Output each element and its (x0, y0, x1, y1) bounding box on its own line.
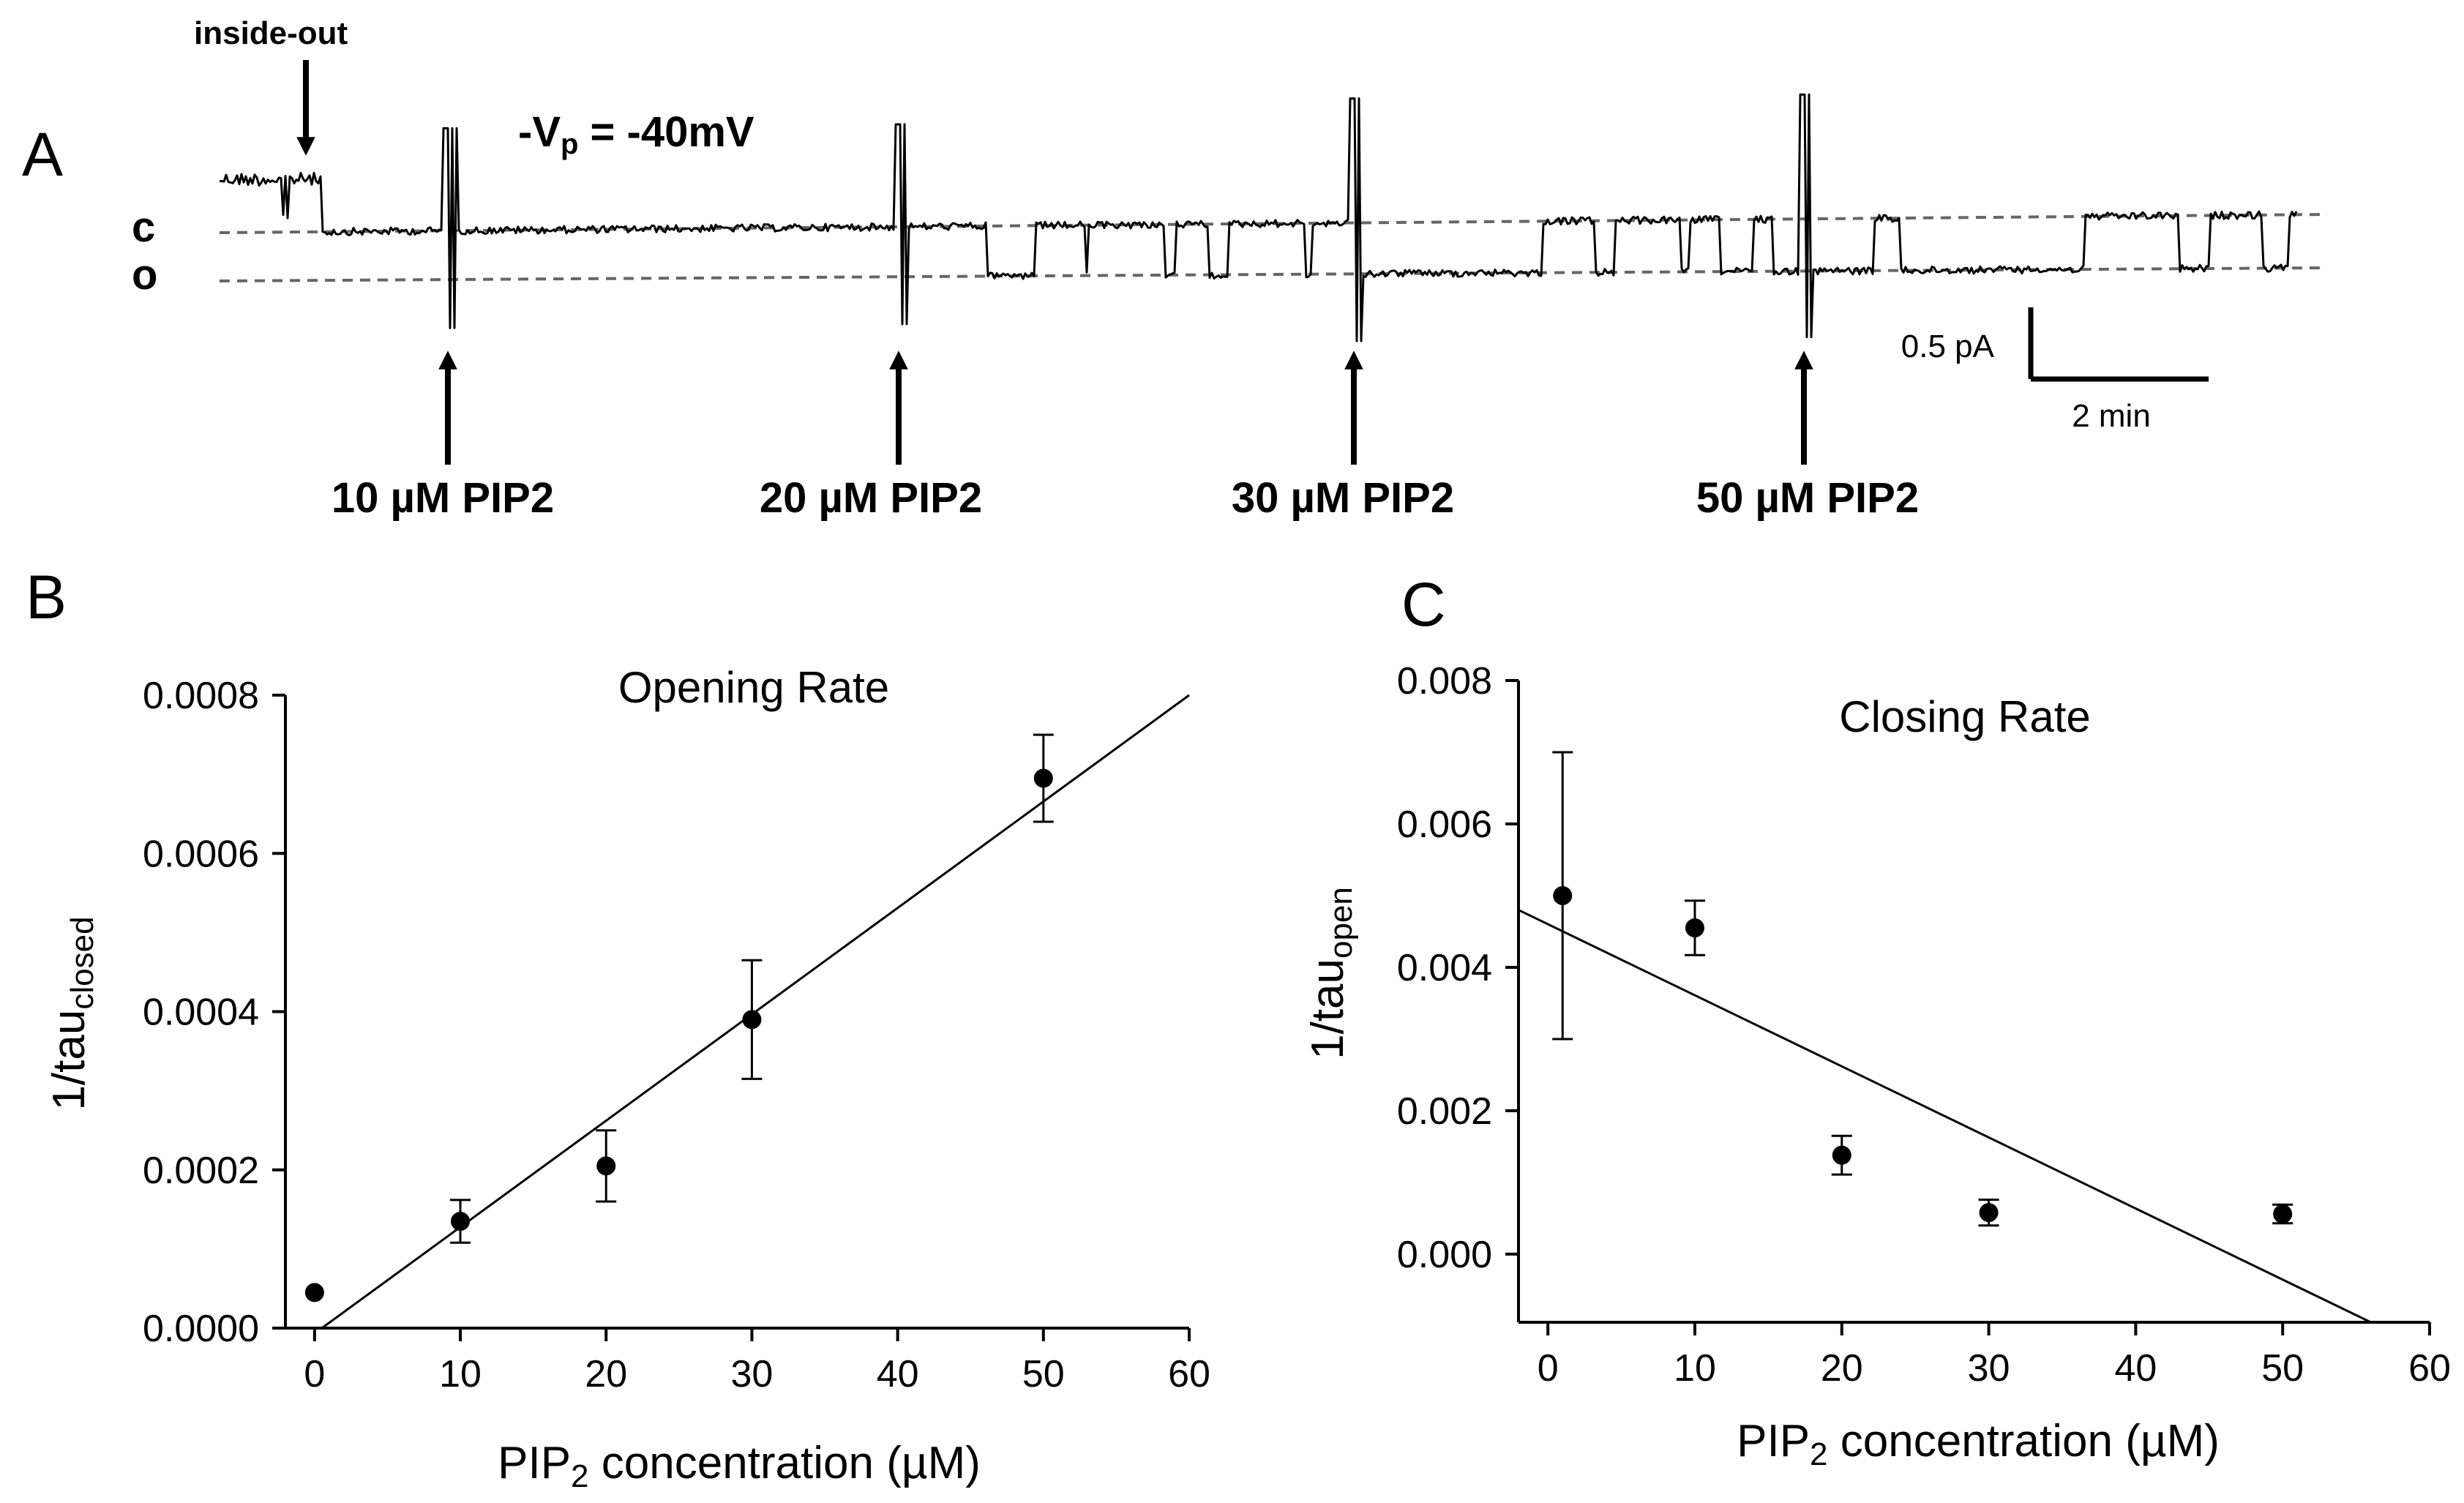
inside-out-label: inside-out (194, 15, 348, 51)
x-tick-label: 60 (1168, 1353, 1210, 1395)
data-point (2273, 1204, 2293, 1224)
x-tick-label: 60 (2408, 1347, 2451, 1390)
y-tick-label: 0.0004 (143, 992, 259, 1034)
panel-a-letter: A (22, 120, 63, 189)
data-marks (1518, 751, 2372, 1324)
fit-line (1518, 909, 2372, 1324)
y-tick-label: 0.0006 (143, 833, 259, 875)
current-trace (219, 93, 2298, 342)
x-tick-label: 40 (2114, 1347, 2157, 1390)
chart-title: Opening Rate (618, 663, 889, 712)
application-label: 20 µM PIP2 (760, 474, 982, 522)
y-tick-label: 0.004 (1397, 947, 1492, 989)
x-tick-label: 10 (439, 1353, 482, 1395)
data-point (596, 1156, 616, 1176)
y-tick-label: 0.0002 (143, 1150, 259, 1192)
x-tick-label: 30 (730, 1353, 773, 1395)
panel-b-letter: B (26, 563, 67, 631)
data-point (304, 1283, 324, 1303)
application-label: 10 µM PIP2 (332, 474, 554, 522)
x-tick-label: 20 (1821, 1347, 1863, 1390)
data-point (1979, 1203, 1999, 1223)
y-tick-label: 0.006 (1397, 803, 1492, 846)
x-tick-label: 10 (1674, 1347, 1716, 1390)
closing-rate-chart: C Closing Rate 0 10 20 30 40 50 60 0.000 0.002 0.… (1303, 570, 2451, 1472)
scale-bar-time: 2 min (2072, 398, 2151, 434)
x-tick-label: 40 (877, 1353, 919, 1395)
application-label: 30 µM PIP2 (1232, 474, 1454, 522)
panel-c-letter: C (1401, 570, 1446, 639)
holding-voltage-label: -Vp = -40mV (518, 108, 754, 160)
data-point (1033, 768, 1053, 788)
data-point (742, 1010, 762, 1030)
application-markers: 10 µM PIP2 20 µM PIP2 30 µM PIP2 50 µM P… (332, 351, 1919, 522)
x-tick-label: 0 (304, 1353, 325, 1395)
y-tick-label: 0.002 (1397, 1090, 1492, 1133)
x-tick-label: 30 (1968, 1347, 2010, 1390)
y-tick-label: 0.0008 (143, 675, 259, 717)
x-tick-label: 0 (1538, 1347, 1559, 1390)
x-axis-title: PIP2 concentration (µM) (1737, 1416, 2220, 1472)
scale-bar-current: 0.5 pA (1901, 329, 1995, 364)
data-point (1685, 918, 1704, 938)
y-axis-title: 1/tauclosed (44, 916, 100, 1110)
y-axis-title: 1/tauopen (1303, 887, 1359, 1060)
opening-rate-chart: B Opening Rate 0 10 20 30 40 50 60 0.0000 0.0002… (26, 563, 1210, 1494)
axes: 0 10 20 30 40 50 60 0.0000 0.0002 0.0004 0.0006 0.0… (143, 675, 1210, 1395)
closed-level-label: c (132, 203, 155, 251)
chart-title: Closing Rate (1839, 692, 2091, 741)
x-axis-title: PIP2 concentration (µM) (498, 1438, 981, 1494)
data-point (451, 1212, 471, 1232)
x-tick-label: 20 (585, 1353, 627, 1395)
y-tick-label: 0.0000 (143, 1308, 259, 1350)
data-point (1832, 1145, 1851, 1165)
y-tick-label: 0.000 (1397, 1234, 1492, 1276)
data-marks (304, 694, 1190, 1330)
panel-a: A inside-out c o -Vp = -40mV 0.5 pA 2 mi… (22, 15, 2328, 522)
y-tick-label: 0.008 (1397, 660, 1492, 702)
application-label: 50 µM PIP2 (1696, 474, 1919, 522)
x-tick-label: 50 (1022, 1353, 1065, 1395)
open-level-label: o (132, 251, 157, 299)
axes: 0 10 20 30 40 50 60 0.000 0.002 0.004 0.006 0.008 (1397, 660, 2451, 1390)
x-tick-label: 50 (2261, 1347, 2304, 1390)
data-point (1553, 885, 1573, 905)
